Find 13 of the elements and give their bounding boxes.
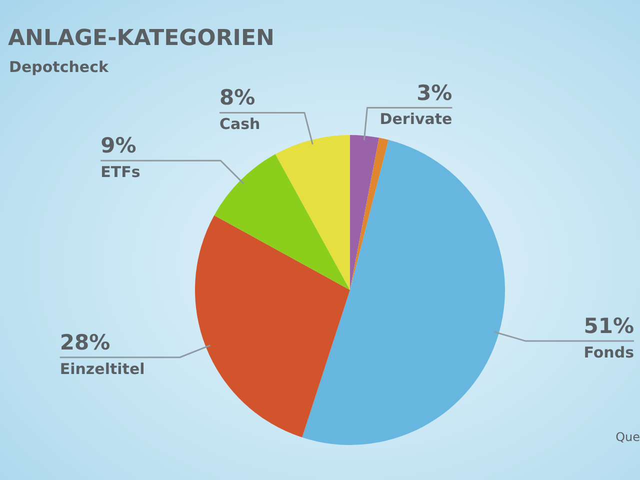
slice-label: Derivate [380, 110, 452, 128]
data-label: 51% [584, 314, 634, 338]
slice-label: ETFs [100, 162, 140, 181]
data-label: 3% [416, 80, 452, 105]
data-label: 8% [219, 86, 256, 110]
chart-title: ANLAGE-KATEGORIEN [8, 26, 274, 51]
slice-label: Einzeltitel [60, 360, 145, 378]
chart-subtitle: Depotcheck [9, 58, 108, 76]
data-label: 9% [100, 134, 136, 158]
text: Que [616, 430, 640, 444]
slice-label: Fonds [584, 343, 634, 362]
data-label: 28% [60, 330, 110, 354]
slice-label: Cash [219, 115, 260, 134]
